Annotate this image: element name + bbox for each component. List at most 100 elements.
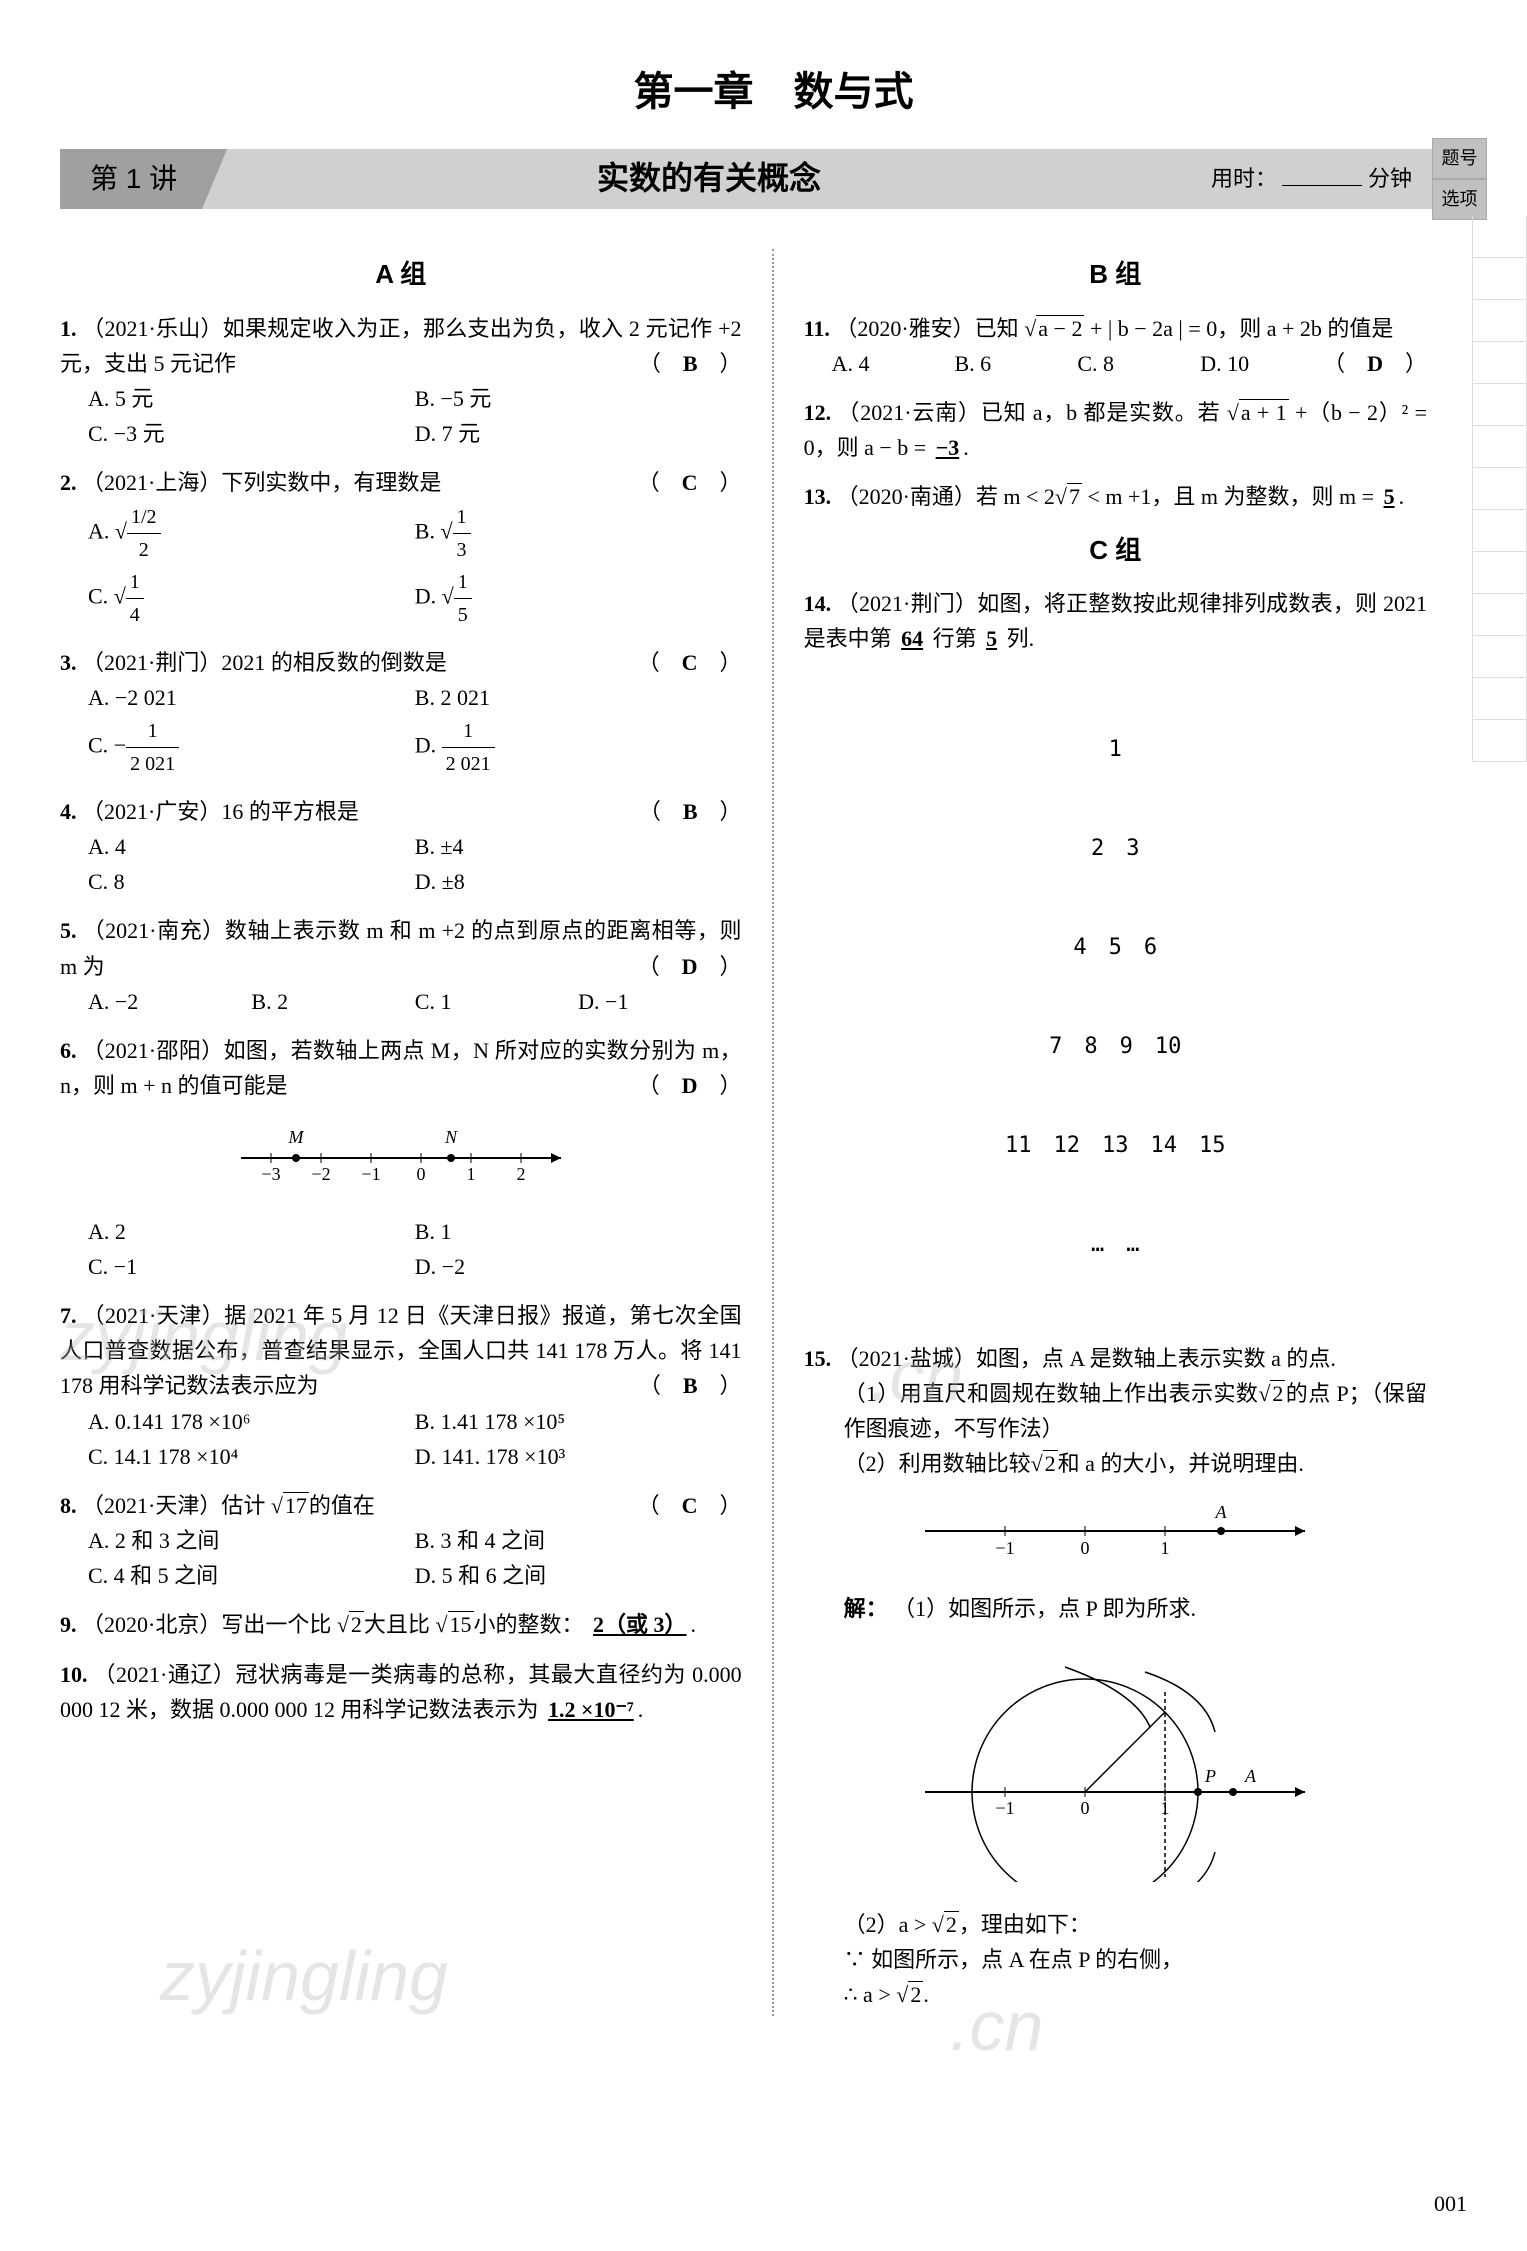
question-6: 6. （2021·邵阳）如图，若数轴上两点 M，N 所对应的实数分别为 m，n，… (60, 1033, 742, 1284)
side-cell[interactable] (1472, 510, 1527, 552)
q11-num: 11. (804, 316, 830, 341)
side-cell[interactable] (1472, 552, 1527, 594)
q11-opt-b: B. 6 (954, 346, 1077, 381)
q15-sol2-l3a: ∴ a > (844, 1982, 897, 2007)
q4-num: 4. (60, 799, 77, 824)
tri-row: 1 (804, 733, 1427, 766)
svg-text:0: 0 (1081, 1798, 1090, 1818)
side-cell[interactable] (1472, 300, 1527, 342)
q9-tail: . (691, 1612, 697, 1637)
question-2: 2. （2021·上海）下列实数中，有理数是 （ C ） A. √1/22 B.… (60, 465, 742, 630)
q15-solution: 解： （1）如图所示，点 P 即为所求. (804, 1591, 1427, 1626)
side-cell[interactable] (1472, 636, 1527, 678)
q2-opt-a: A. √1/22 (88, 501, 415, 566)
q3-answer-paren: （ C ） (638, 645, 742, 680)
side-tab-qnum: 题号 (1432, 138, 1487, 179)
q1-answer: B (683, 351, 698, 376)
svg-text:−2: −2 (311, 1164, 330, 1184)
q13-num: 13. (804, 484, 832, 509)
q15-sol2-c: ，理由如下： (959, 1912, 1091, 1937)
q8-sqrt: 17 (283, 1492, 309, 1518)
q13-text-a: （2020·南通）若 m < 2 (837, 484, 1055, 509)
side-cell[interactable] (1472, 216, 1527, 258)
q14-triangle: 1 2 3 4 5 6 7 8 9 10 11 12 13 14 15 … … (804, 667, 1427, 1327)
svg-text:1: 1 (466, 1164, 475, 1184)
q4-text: （2021·广安）16 的平方根是 (82, 799, 359, 824)
q6-num: 6. (60, 1038, 77, 1063)
column-right: B 组 11. （2020·雅安）已知 √a − 2 + | b − 2a | … (794, 239, 1487, 2026)
q5-opt-b: B. 2 (251, 984, 414, 1019)
svg-text:−1: −1 (996, 1798, 1015, 1818)
q12-num: 12. (804, 400, 832, 425)
q14-mid: 行第 (933, 626, 983, 651)
q7-opt-a: A. 0.141 178 ×10⁶ (88, 1404, 415, 1439)
q7-opt-d: D. 141. 178 ×10³ (415, 1439, 742, 1474)
side-cell[interactable] (1472, 258, 1527, 300)
side-cell[interactable] (1472, 594, 1527, 636)
q15-sol2-sqrt: 2 (944, 1911, 959, 1937)
q10-answer: 1.2 ×10⁻⁷ (544, 1697, 638, 1722)
side-cell[interactable] (1472, 468, 1527, 510)
q9-text-e: 小的整数： (474, 1612, 584, 1637)
side-cell[interactable] (1472, 678, 1527, 720)
q3-answer: C (682, 650, 698, 675)
side-cell[interactable] (1472, 426, 1527, 468)
q6-options: A. 2 B. 1 C. −1 D. −2 (60, 1214, 742, 1284)
q1-answer-paren: （ B ） (639, 346, 742, 381)
svg-text:2: 2 (516, 1164, 525, 1184)
q8-num: 8. (60, 1493, 77, 1518)
svg-text:−1: −1 (996, 1538, 1015, 1558)
q9-answer: 2（或 3） (589, 1612, 691, 1637)
side-cells (1472, 216, 1527, 762)
q3-options: A. −2 021 B. 2 021 C. −12 021 D. 12 021 (60, 680, 742, 780)
q5-answer-paren: （ D ） (638, 949, 742, 984)
q5-options: A. −2 B. 2 C. 1 D. −1 (60, 984, 742, 1019)
q13-answer: 5 (1380, 484, 1399, 509)
q3-c-prefix: C. (88, 732, 108, 757)
q8-opt-d: D. 5 和 6 之间 (415, 1558, 742, 1593)
svg-text:0: 0 (1081, 1538, 1090, 1558)
time-label: 用时： (1211, 166, 1277, 191)
q15-construction-svg: −1 0 1 P A (905, 1642, 1325, 1882)
question-4: 4. （2021·广安）16 的平方根是 （ B ） A. 4 B. ±4 C.… (60, 794, 742, 900)
q9-text-c: 大且比 (364, 1612, 436, 1637)
svg-text:1: 1 (1161, 1538, 1170, 1558)
q13-tail: . (1399, 484, 1405, 509)
q9-sqrt1: 2 (349, 1611, 364, 1637)
q2-text: （2021·上海）下列实数中，有理数是 (82, 470, 441, 495)
q2-opt-d: D. √15 (415, 566, 742, 631)
svg-text:0: 0 (416, 1164, 425, 1184)
q8-answer-paren: （ C ） (638, 1488, 742, 1523)
q4-opt-d: D. ±8 (415, 864, 742, 899)
q12-text-a: （2021·云南）已知 a，b 都是实数。若 (837, 400, 1226, 425)
side-cell[interactable] (1472, 720, 1527, 762)
side-tabs: 题号 选项 (1432, 138, 1487, 220)
question-14: 14. （2021·荆门）如图，将正整数按此规律排列成数表，则 2021 是表中… (804, 586, 1427, 1326)
question-8: 8. （2021·天津）估计 √17的值在 （ C ） A. 2 和 3 之间 … (60, 1488, 742, 1594)
q4-answer: B (683, 799, 698, 824)
q2-d-prefix: D. (415, 583, 436, 608)
group-a-title: A 组 (60, 254, 742, 296)
q3-d-den: 2 021 (442, 748, 495, 780)
q6-answer: D (682, 1073, 698, 1098)
q12-tail: . (963, 435, 969, 460)
q3-c-num: 1 (126, 715, 179, 748)
question-11: 11. （2020·雅安）已知 √a − 2 + | b − 2a | = 0，… (804, 311, 1427, 381)
q2-a-prefix: A. (88, 518, 109, 543)
q7-options: A. 0.141 178 ×10⁶ B. 1.41 178 ×10⁵ C. 14… (60, 1404, 742, 1474)
side-cell[interactable] (1472, 384, 1527, 426)
column-divider (772, 249, 774, 2016)
q15-sub2-c: 和 a 的大小，并说明理由. (1058, 1451, 1304, 1476)
time-blank[interactable] (1282, 185, 1362, 186)
q14-ans2: 5 (982, 626, 1001, 651)
q6-opt-c: C. −1 (88, 1249, 415, 1284)
question-7: 7. （2021·天津）据 2021 年 5 月 12 日《天津日报》报道，第七… (60, 1298, 742, 1474)
lecture-time: 用时： 分钟 (1191, 161, 1432, 196)
q10-num: 10. (60, 1662, 88, 1687)
svg-text:A: A (1244, 1766, 1257, 1786)
q6-opt-d: D. −2 (415, 1249, 742, 1284)
q2-answer: C (682, 470, 698, 495)
q3-opt-a: A. −2 021 (88, 680, 415, 715)
side-cell[interactable] (1472, 342, 1527, 384)
q2-num: 2. (60, 470, 77, 495)
